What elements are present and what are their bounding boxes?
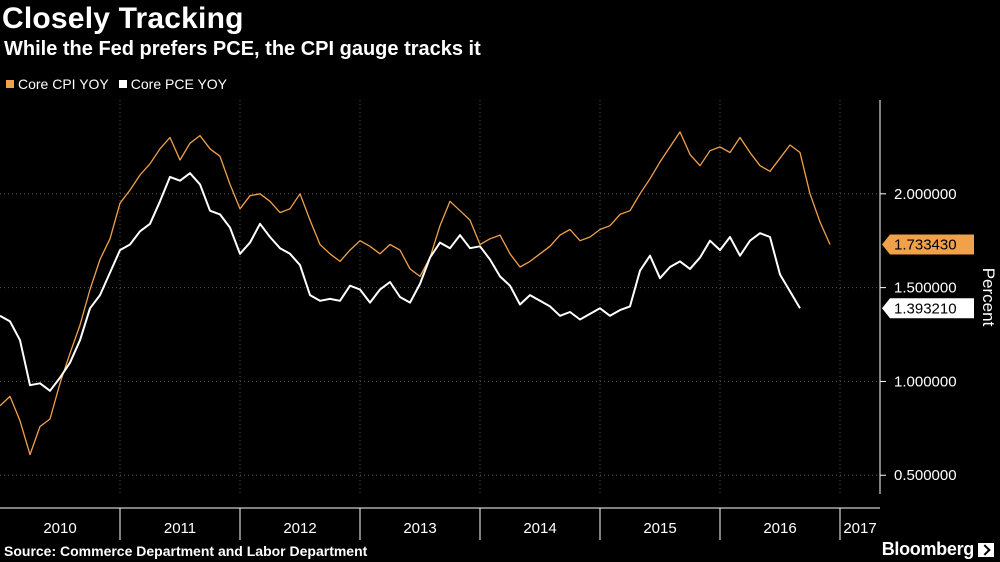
arrow-icon [978, 542, 994, 557]
chart-title: Closely Tracking [2, 2, 244, 35]
source-note: Source: Commerce Department and Labor De… [4, 543, 368, 559]
last-value-tag-pce [882, 298, 974, 319]
series-line-cpi [0, 131, 831, 456]
bloomberg-logo: Bloomberg [882, 539, 994, 560]
x-tick-label: 2012 [283, 520, 316, 537]
series-line-pce [0, 172, 801, 392]
y-tick-label: 1.000000 [894, 373, 957, 390]
x-tick-label: 2013 [403, 520, 436, 537]
y-axis-label: Percent [979, 268, 998, 327]
x-tick-label: 2015 [643, 520, 676, 537]
chart-subtitle: While the Fed prefers PCE, the CPI gauge… [4, 38, 481, 60]
last-value-tag-cpi [882, 234, 974, 255]
y-tick-label: 2.000000 [894, 186, 957, 203]
logo-text: Bloomberg [881, 539, 975, 559]
legend-item-cpi: Core CPI YOY [6, 76, 109, 92]
x-tick-label: 2014 [523, 520, 556, 537]
x-tick-label: 2017 [843, 520, 876, 537]
legend: Core CPI YOY Core PCE YOY [6, 76, 227, 92]
legend-item-pce: Core PCE YOY [118, 76, 228, 92]
legend-swatch-pce [118, 80, 127, 88]
last-value-label-cpi: 1.733430 [894, 236, 957, 253]
y-tick-label: 0.500000 [894, 467, 957, 484]
x-tick-label: 2010 [43, 520, 76, 537]
y-tick-label: 1.500000 [894, 280, 957, 297]
legend-swatch-cpi [6, 80, 14, 88]
legend-label-pce: Core PCE YOY [130, 76, 228, 92]
x-tick-label: 2011 [164, 520, 196, 537]
x-tick-label: 2016 [763, 520, 796, 537]
legend-label-cpi: Core CPI YOY [18, 76, 109, 92]
last-value-label-pce: 1.393210 [894, 300, 957, 317]
